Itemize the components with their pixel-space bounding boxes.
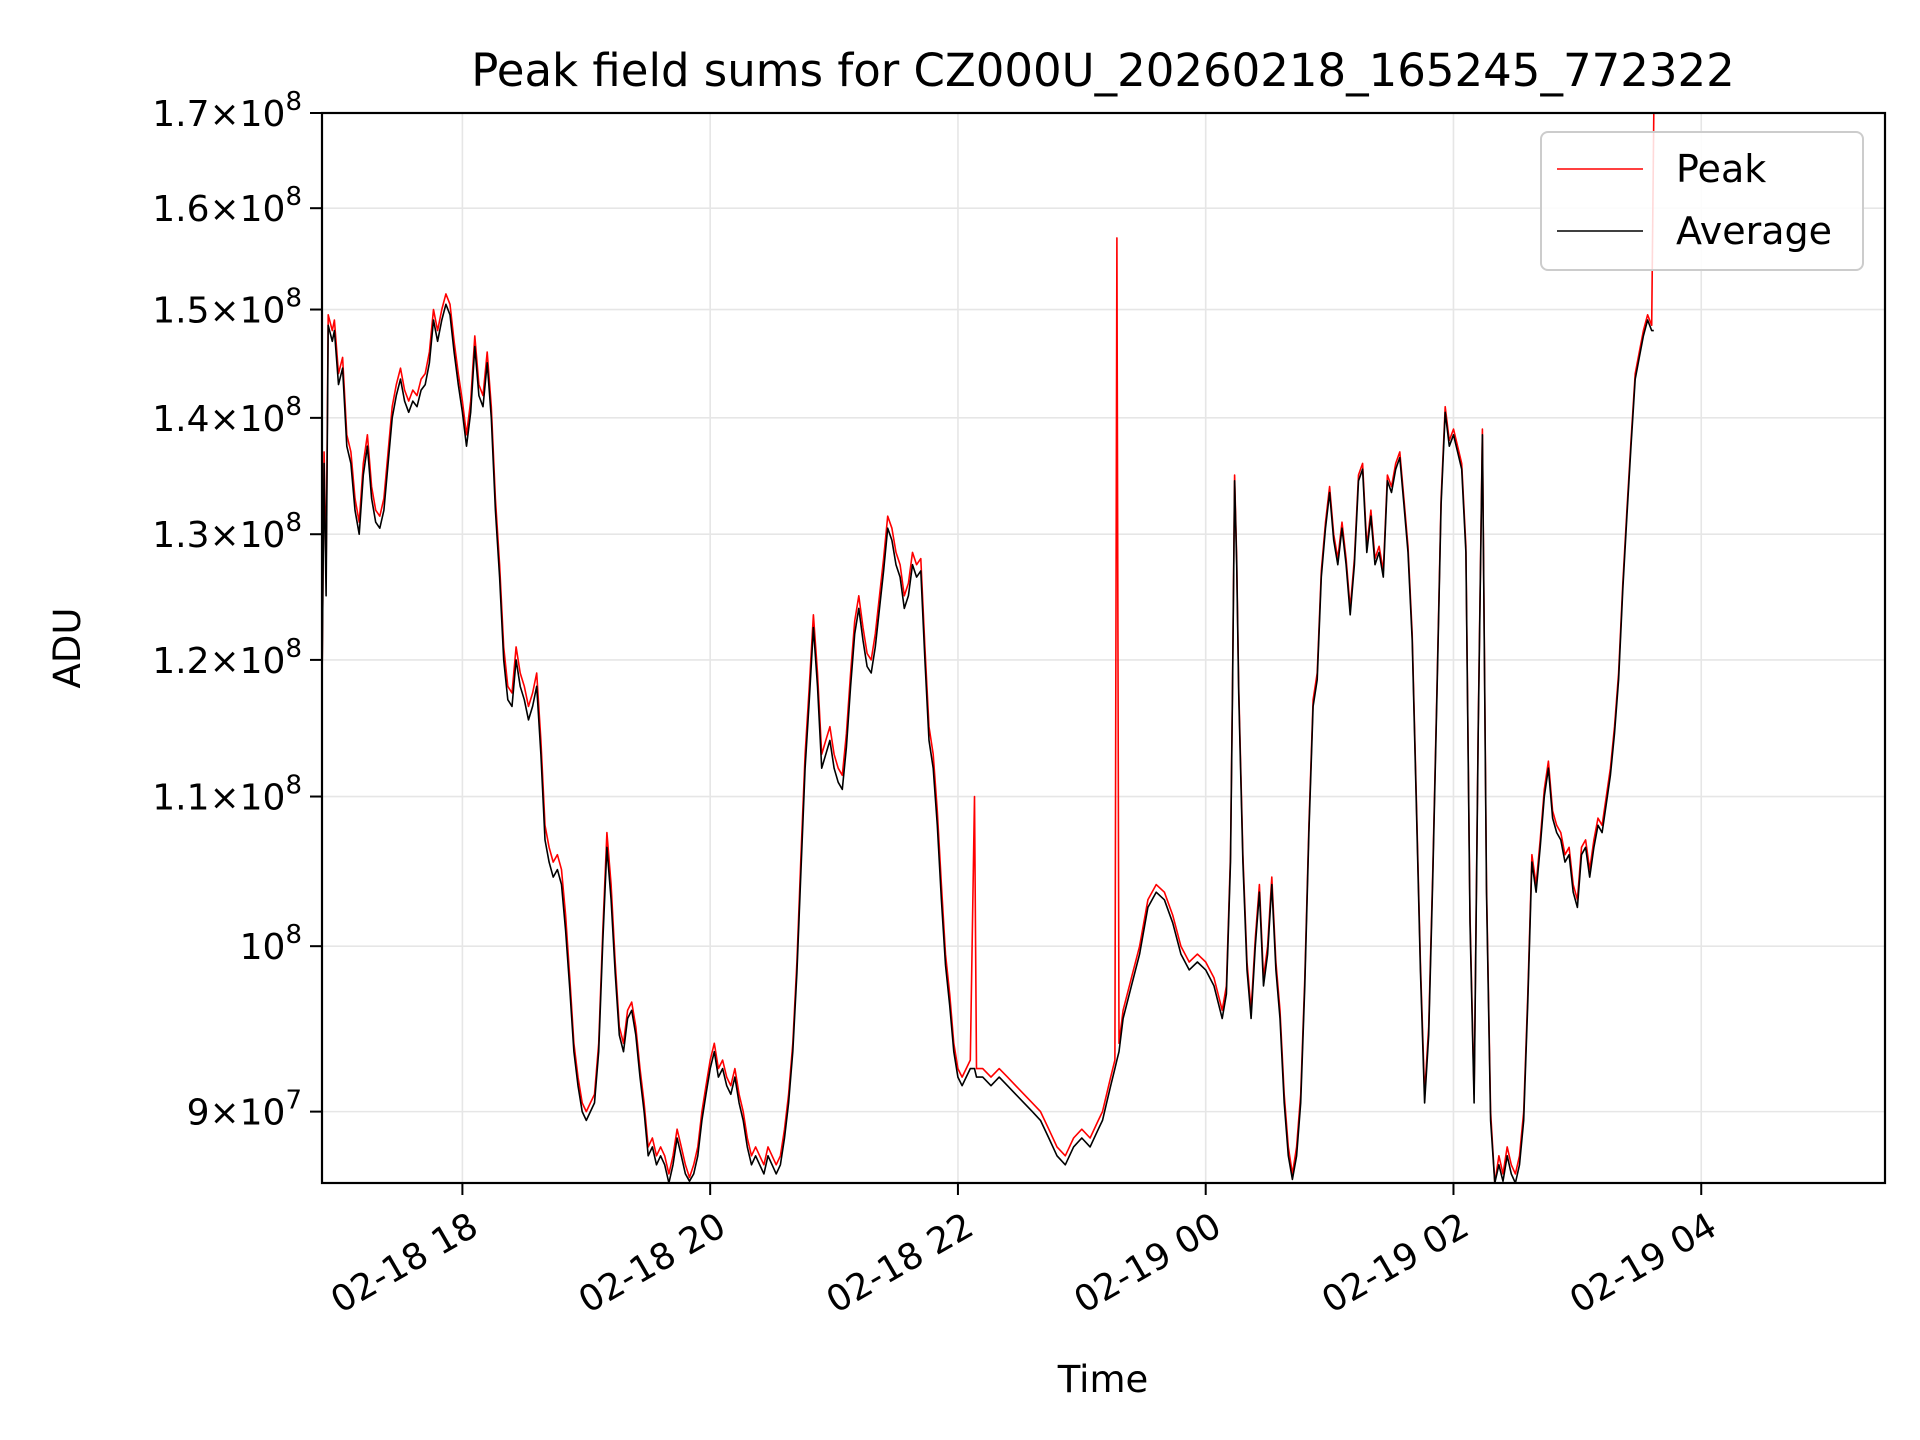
series-line-average: [321, 303, 1654, 1184]
y-tick-label: 1.6×108: [152, 182, 302, 230]
legend-box: [1540, 131, 1864, 271]
legend-label-average: Average: [1676, 209, 1832, 253]
plot-frame: [320, 111, 1887, 1185]
y-axis-title: ADU: [46, 608, 89, 689]
plot-area: [321, 112, 1655, 1184]
y-tick-label: 1.4×108: [152, 392, 302, 440]
chart-title: Peak field sums for CZ000U_20260218_1652…: [471, 44, 1734, 97]
legend-label-peak: Peak: [1676, 147, 1766, 191]
y-tick-label: 9×107: [187, 1086, 302, 1134]
y-tick-label: 1.5×108: [152, 284, 302, 332]
legend: Peak Average: [1540, 131, 1864, 271]
y-tick-label: 1.2×108: [152, 634, 302, 682]
y-axis: 9×107 108 1.1×108 1.2×108 1.3×108 1.4×108 1.5×…: [152, 87, 322, 1134]
y-tick-label: 1.7×108: [152, 87, 302, 135]
y-tick-label: 1.3×108: [152, 508, 302, 556]
y-tick-label: 108: [240, 920, 302, 968]
series-layer: [321, 112, 1655, 1184]
x-axis-title: Time: [1057, 1358, 1149, 1401]
y-tick-label: 1.1×108: [152, 771, 302, 819]
